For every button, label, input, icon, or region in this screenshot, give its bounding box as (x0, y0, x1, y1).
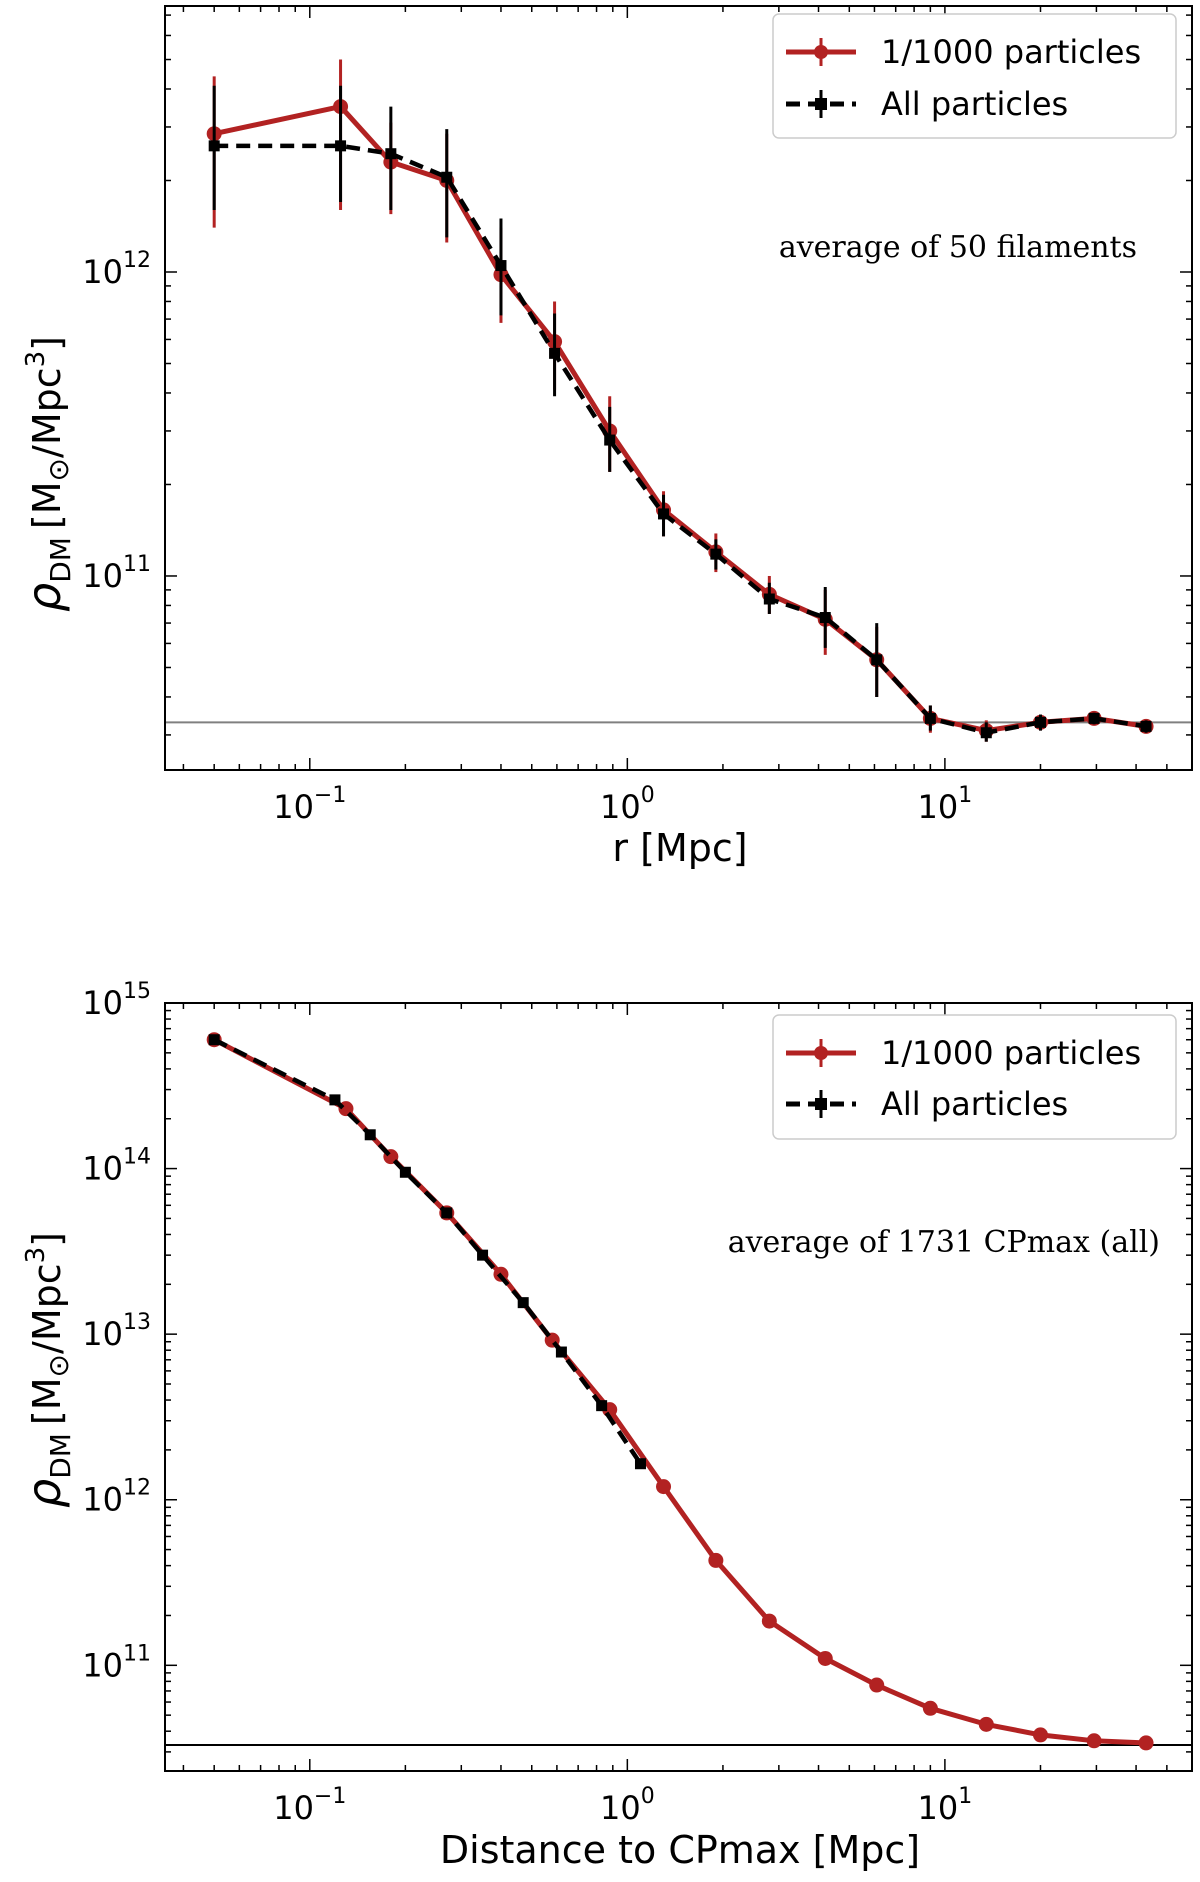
data-point-square (658, 508, 670, 520)
data-point-square (871, 654, 883, 666)
y-tick-label: 1012 (82, 1476, 151, 1519)
legend-marker-circle (814, 1046, 828, 1060)
bottom-panel: 10−1 100 101 1011 1012 1013 1014 1015 average o… (17, 979, 1193, 1872)
top-y-axis-label: ρDM[M⊙/Mpc3] (17, 336, 77, 612)
data-point-square (596, 1400, 608, 1412)
bottom-ticks: 10−1 100 101 1011 1012 1013 1014 1015 (82, 979, 1193, 1827)
top-legend: 1/1000 particles All particles (772, 13, 1177, 139)
series-line (213, 1037, 1147, 1746)
bottom-legend: 1/1000 particles All particles (772, 1014, 1177, 1140)
bottom-x-axis-label: Distance to CPmax [Mpc] (440, 1828, 920, 1872)
x-tick-label: 100 (600, 1784, 655, 1827)
data-point-square (1140, 720, 1152, 732)
data-point-square (549, 347, 561, 359)
data-point-square (329, 1094, 341, 1106)
top-legend-entry-red: 1/1000 particles (786, 33, 1141, 71)
y-tick-label: 1013 (82, 1310, 151, 1353)
series-1000-particles (206, 1032, 1154, 1751)
top-legend-box (772, 13, 1177, 139)
legend-label-black: All particles (881, 1085, 1068, 1123)
data-point-square (517, 1297, 529, 1309)
bottom-legend-entry-red: 1/1000 particles (786, 1034, 1141, 1072)
data-point-square (495, 260, 507, 272)
y-tick-label: 1012 (82, 248, 151, 291)
data-point-square (335, 140, 347, 152)
data-point-circle (1032, 1727, 1048, 1743)
data-point-square (441, 171, 453, 183)
data-point-circle (978, 1716, 994, 1732)
data-point-circle (869, 1677, 885, 1693)
x-tick-label: 10−1 (273, 1784, 346, 1827)
top-plot-marks (165, 59, 1192, 742)
data-point-square (634, 1458, 646, 1470)
series-line (213, 1037, 643, 1465)
y-tick-label: 1011 (82, 552, 151, 595)
data-point-square (385, 148, 397, 160)
top-legend-entry-black: All particles (786, 85, 1068, 123)
data-point-circle (817, 1650, 833, 1666)
x-tick-label: 101 (918, 783, 973, 826)
bottom-plot-frame (164, 1002, 1193, 1772)
data-point-square (477, 1249, 489, 1261)
top-annotation: average of 50 filaments (779, 230, 1137, 265)
legend-label-black: All particles (881, 85, 1068, 123)
top-panel: 10−1 100 101 1011 1012 average of 50 filamen… (17, 5, 1193, 870)
y-tick-label: 1015 (82, 979, 151, 1022)
legend-label-red: 1/1000 particles (881, 33, 1141, 71)
data-point-square (399, 1166, 411, 1178)
y-tick-label: 1011 (82, 1641, 151, 1684)
series-line (213, 104, 1147, 734)
series-all-particles (208, 85, 1152, 742)
data-point-square (1034, 716, 1046, 728)
data-point-circle (1086, 1733, 1102, 1749)
legend-marker-square (815, 1098, 827, 1110)
data-point-square (364, 1129, 376, 1141)
data-point-circle (708, 1552, 724, 1568)
bottom-legend-entry-black: All particles (786, 1085, 1068, 1123)
series-all-particles (208, 1034, 646, 1470)
top-plot-frame (164, 5, 1193, 771)
data-point-square (208, 140, 220, 152)
data-point-square (1088, 712, 1100, 724)
data-point-square (924, 712, 936, 724)
data-point-square (604, 434, 616, 446)
bottom-annotation: average of 1731 CPmax (all) (728, 1225, 1160, 1260)
series-1000-particles (206, 59, 1154, 742)
data-point-circle (761, 1613, 777, 1629)
y-tick-label: 1014 (82, 1145, 151, 1188)
data-point-circle (656, 1479, 672, 1495)
bottom-plot-marks (165, 1032, 1192, 1751)
data-point-circle (1138, 1735, 1154, 1751)
top-ticks: 10−1 100 101 1011 1012 (82, 6, 1193, 826)
data-point-square (980, 727, 992, 739)
legend-marker-square (815, 98, 827, 110)
bottom-legend-box (772, 1014, 1177, 1140)
x-tick-label: 100 (600, 783, 655, 826)
data-point-square (819, 612, 831, 624)
data-point-square (441, 1207, 453, 1219)
legend-marker-circle (814, 45, 828, 59)
data-point-square (208, 1034, 220, 1046)
data-point-circle (922, 1700, 938, 1716)
data-point-square (555, 1346, 567, 1358)
x-tick-label: 10−1 (273, 783, 346, 826)
x-tick-label: 101 (918, 1784, 973, 1827)
bottom-y-axis-label: ρDM[M⊙/Mpc3] (17, 1232, 77, 1508)
data-point-square (710, 548, 722, 560)
legend-label-red: 1/1000 particles (881, 1034, 1141, 1072)
top-x-axis-label: r [Mpc] (612, 826, 747, 870)
data-point-square (763, 593, 775, 605)
